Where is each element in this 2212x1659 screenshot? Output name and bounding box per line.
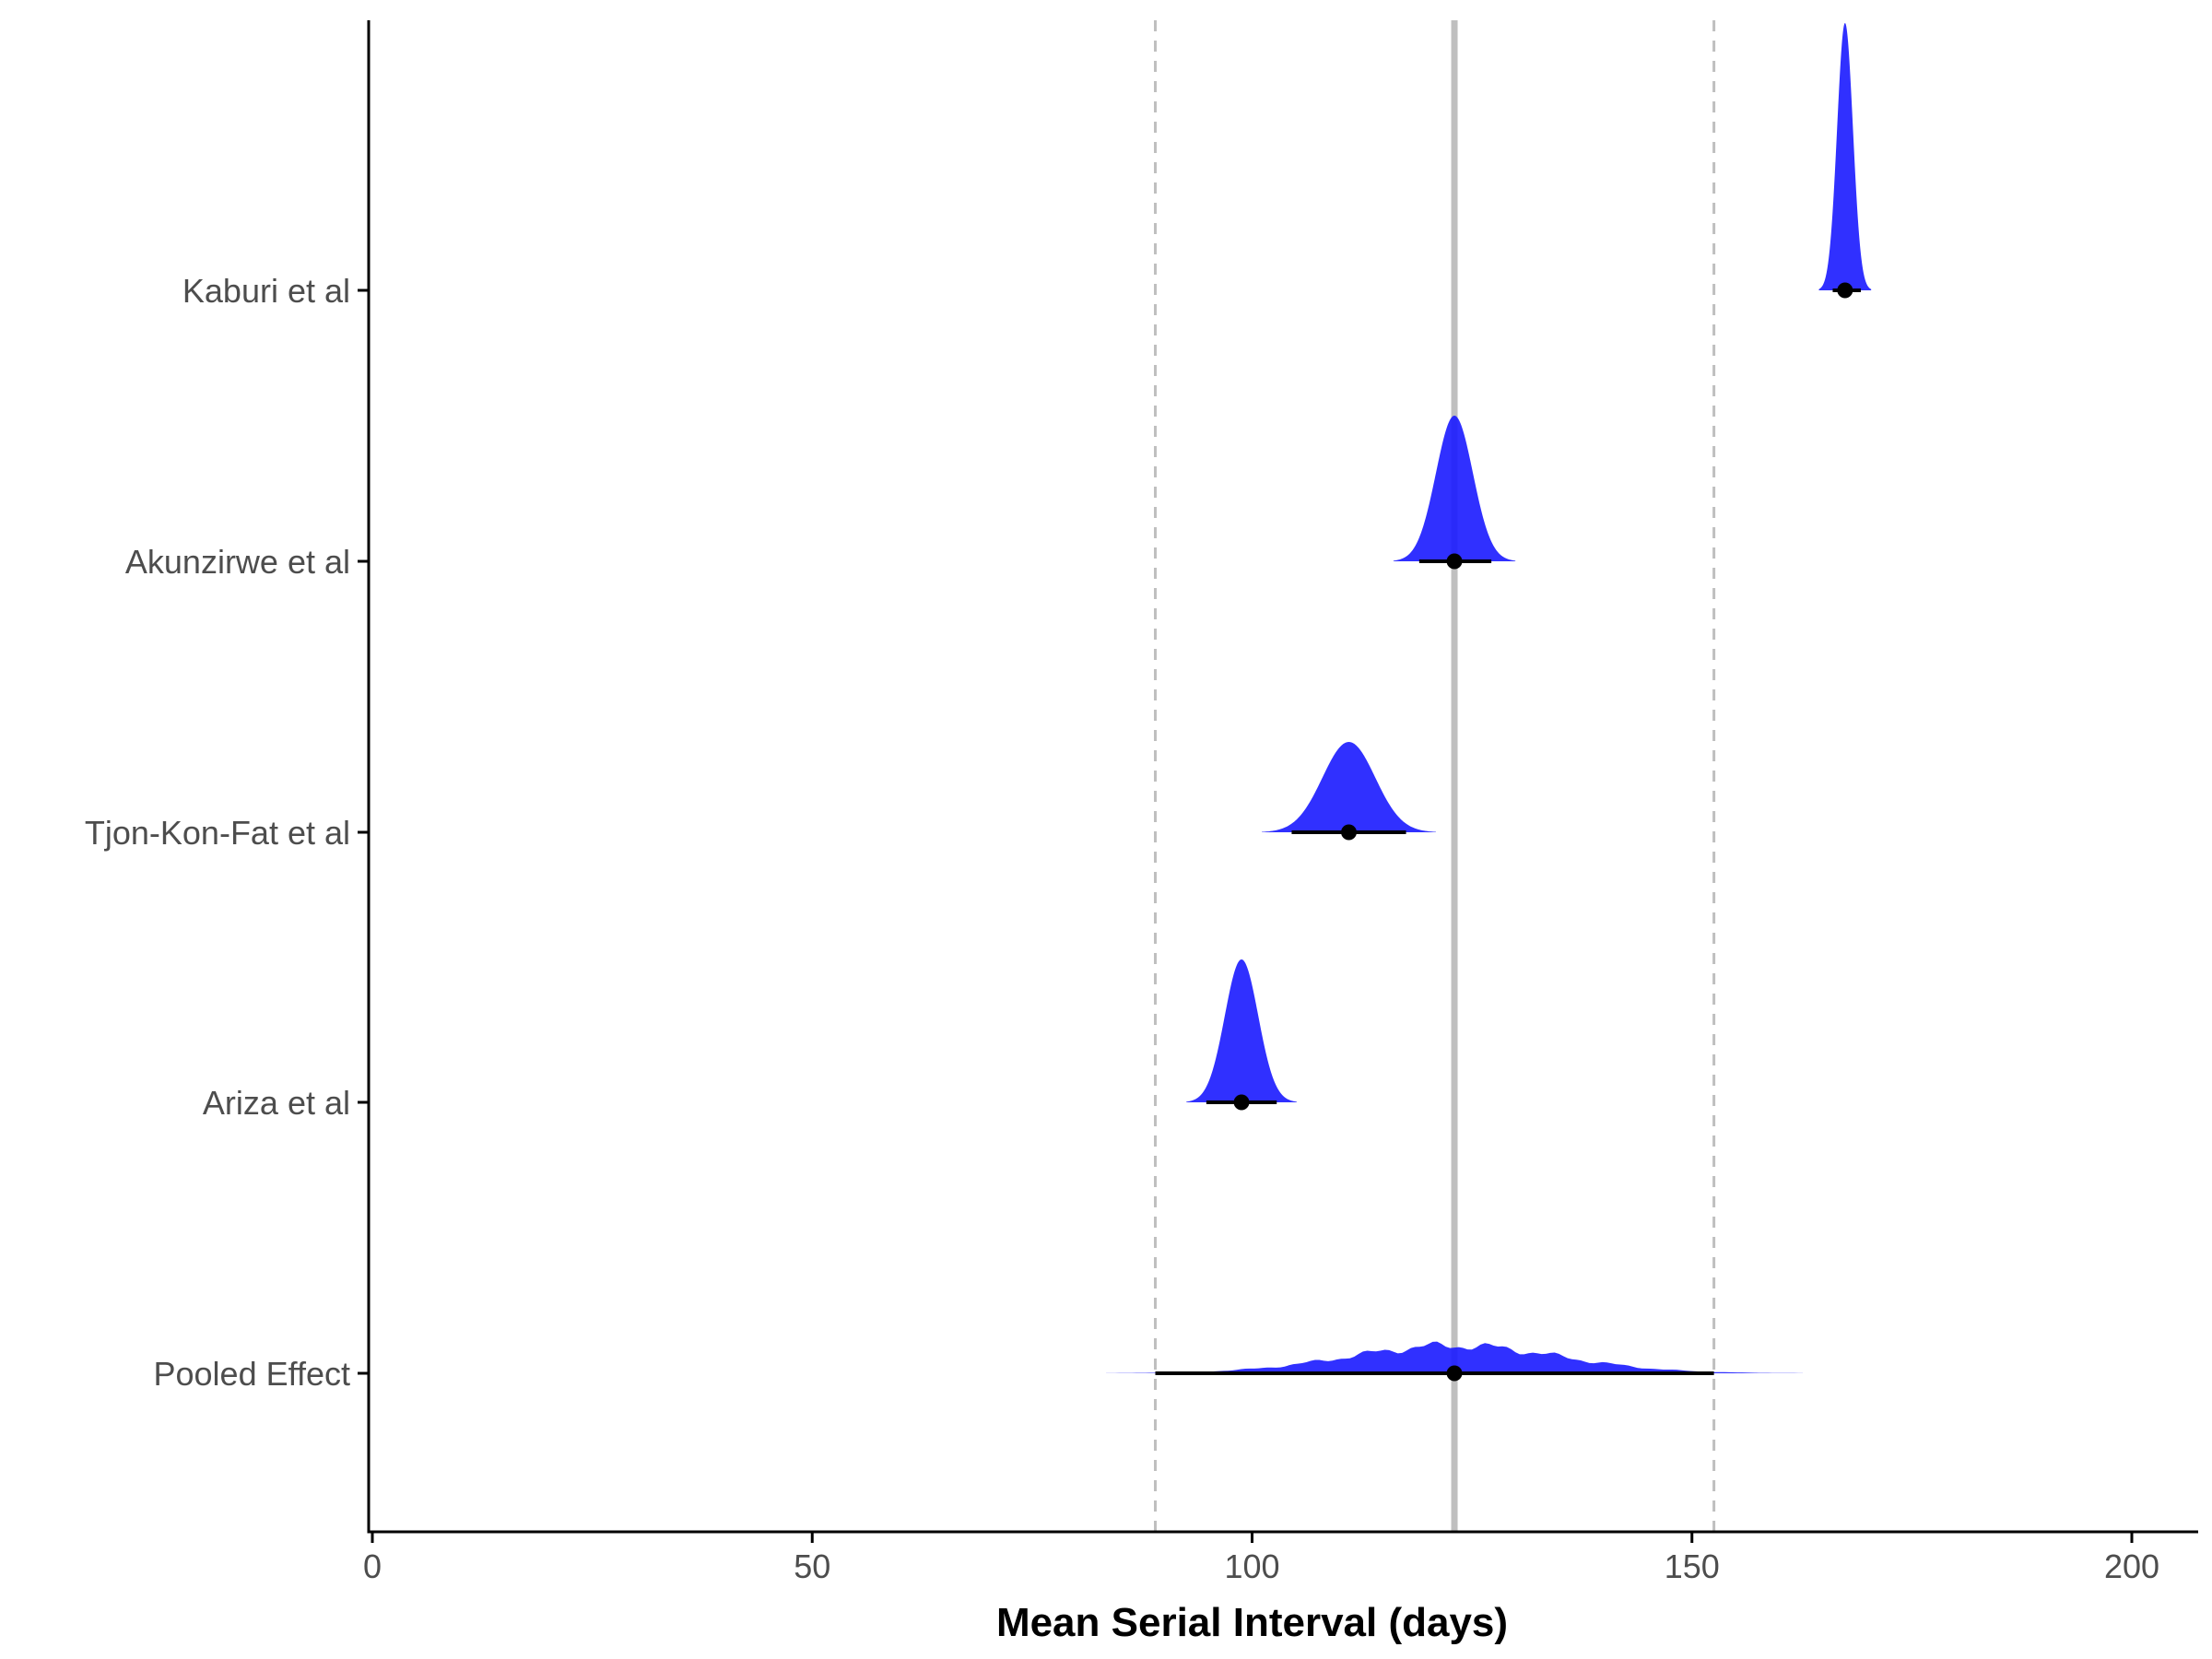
- x-tick-label-0: 0: [363, 1547, 382, 1585]
- x-tick-label-4: 200: [2104, 1547, 2159, 1585]
- density-0: [1818, 23, 1872, 290]
- x-axis-title: Mean Serial Interval (days): [996, 1600, 1508, 1645]
- reference-lines: [1154, 20, 1716, 1532]
- y-ticks: Kaburi et al Akunzirwe et al Tjon-Kon-Fat …: [85, 272, 369, 1393]
- mean-point-0: [1837, 282, 1853, 299]
- interval-bars: [1155, 282, 1862, 1382]
- density-curves: [1106, 23, 1872, 1373]
- density-2: [1261, 742, 1436, 832]
- x-ticks: 0 50 100 150 200: [363, 1532, 2159, 1585]
- x-tick-label-2: 100: [1224, 1547, 1279, 1585]
- mean-point-4: [1446, 1365, 1463, 1382]
- density-1: [1393, 416, 1516, 561]
- x-tick-label-3: 150: [1665, 1547, 1720, 1585]
- mean-point-3: [1233, 1094, 1250, 1111]
- y-tick-label-1: Akunzirwe et al: [125, 543, 350, 581]
- mean-point-1: [1446, 553, 1463, 570]
- y-tick-label-2: Tjon-Kon-Fat et al: [85, 814, 350, 852]
- axes: [367, 20, 2198, 1534]
- y-tick-label-0: Kaburi et al: [182, 272, 350, 310]
- y-tick-label-4: Pooled Effect: [154, 1355, 351, 1393]
- mean-point-2: [1340, 824, 1357, 841]
- density-3: [1186, 959, 1297, 1102]
- x-tick-label-1: 50: [794, 1547, 830, 1585]
- y-tick-label-3: Ariza et al: [203, 1084, 350, 1122]
- density-4: [1106, 1341, 1804, 1373]
